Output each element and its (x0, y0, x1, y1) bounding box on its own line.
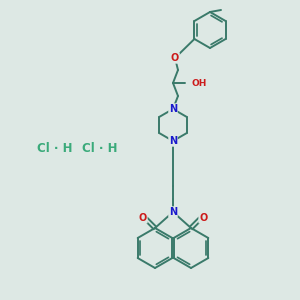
Text: Cl · H: Cl · H (82, 142, 118, 154)
Text: N: N (169, 136, 177, 146)
Text: Cl · H: Cl · H (37, 142, 73, 154)
Text: OH: OH (191, 79, 206, 88)
Text: O: O (139, 213, 147, 223)
Text: N: N (169, 104, 177, 114)
Text: O: O (199, 213, 207, 223)
Text: O: O (171, 53, 179, 63)
Text: N: N (169, 207, 177, 217)
